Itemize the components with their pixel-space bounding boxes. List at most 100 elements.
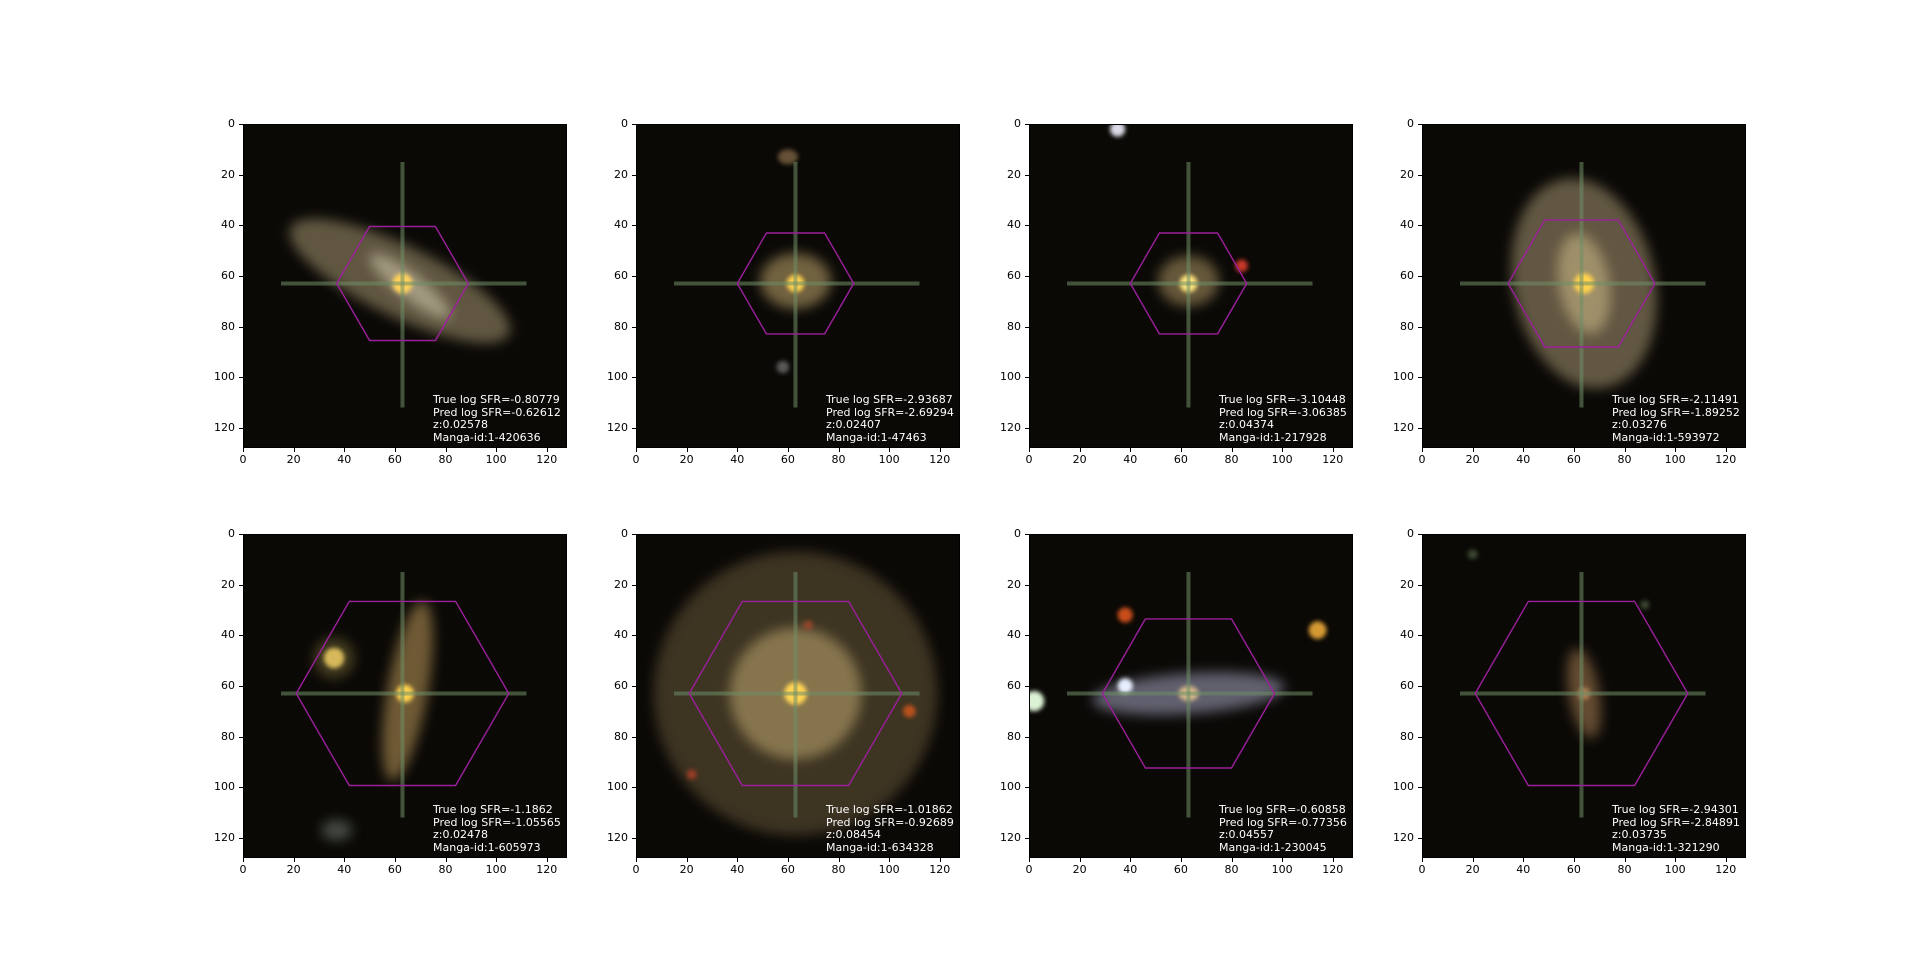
y-tick-label: 0 — [211, 117, 235, 130]
y-tick-label: 20 — [604, 168, 628, 181]
x-tick-label: 60 — [380, 453, 410, 466]
x-tick-label: 100 — [481, 863, 511, 876]
x-tick-label: 0 — [621, 863, 651, 876]
y-tick-label: 80 — [604, 320, 628, 333]
y-tick-label: 120 — [1390, 831, 1414, 844]
source-blob — [322, 820, 352, 840]
y-tick-mark — [632, 787, 636, 788]
y-tick-mark — [239, 377, 243, 378]
y-tick-mark — [632, 838, 636, 839]
y-tick-mark — [239, 276, 243, 277]
x-tick-label: 60 — [1166, 863, 1196, 876]
manga-id-label: Manga-id:1-217928 — [1219, 432, 1347, 445]
y-tick-mark — [632, 534, 636, 535]
source-blob — [903, 705, 916, 718]
y-tick-mark — [632, 327, 636, 328]
x-tick-mark — [496, 858, 497, 862]
y-tick-label: 60 — [997, 679, 1021, 692]
source-blob — [687, 769, 697, 779]
y-tick-mark — [1025, 686, 1029, 687]
y-tick-mark — [632, 585, 636, 586]
y-tick-label: 60 — [1390, 679, 1414, 692]
y-tick-mark — [1025, 635, 1029, 636]
x-tick-mark — [889, 858, 890, 862]
y-tick-label: 100 — [997, 780, 1021, 793]
x-tick-label: 0 — [228, 453, 258, 466]
x-tick-label: 40 — [1508, 453, 1538, 466]
source-blob — [804, 621, 813, 630]
redshift-label: z:0.02478 — [433, 829, 561, 842]
y-tick-mark — [1025, 585, 1029, 586]
y-tick-label: 20 — [1390, 578, 1414, 591]
x-tick-label: 20 — [279, 863, 309, 876]
x-tick-label: 60 — [1166, 453, 1196, 466]
y-tick-mark — [1418, 428, 1422, 429]
true-sfr-label: True log SFR=-1.1862 — [433, 804, 561, 817]
x-tick-mark — [1574, 448, 1575, 452]
y-tick-mark — [1418, 737, 1422, 738]
x-tick-label: 120 — [1318, 863, 1348, 876]
y-tick-mark — [1418, 838, 1422, 839]
x-tick-mark — [940, 858, 941, 862]
x-tick-label: 80 — [1610, 863, 1640, 876]
manga-id-label: Manga-id:1-634328 — [826, 842, 954, 855]
x-tick-mark — [788, 448, 789, 452]
galaxy-panel: True log SFR=-1.01862 Pred log SFR=-0.926… — [636, 534, 960, 858]
y-tick-mark — [239, 787, 243, 788]
x-tick-mark — [1523, 858, 1524, 862]
y-tick-label: 20 — [997, 578, 1021, 591]
y-tick-label: 40 — [604, 628, 628, 641]
x-tick-mark — [1232, 858, 1233, 862]
x-tick-mark — [496, 448, 497, 452]
y-tick-mark — [1025, 428, 1029, 429]
y-tick-label: 120 — [211, 831, 235, 844]
x-tick-label: 40 — [329, 453, 359, 466]
y-tick-mark — [1418, 585, 1422, 586]
y-tick-label: 120 — [604, 831, 628, 844]
galaxy-panel: True log SFR=-2.94301 Pred log SFR=-2.848… — [1422, 534, 1746, 858]
x-tick-mark — [889, 448, 890, 452]
x-tick-mark — [1181, 858, 1182, 862]
x-tick-label: 100 — [1267, 453, 1297, 466]
x-tick-label: 0 — [1014, 863, 1044, 876]
y-tick-label: 100 — [604, 370, 628, 383]
y-tick-mark — [632, 686, 636, 687]
true-sfr-label: True log SFR=-1.01862 — [826, 804, 954, 817]
x-tick-label: 120 — [1318, 453, 1348, 466]
x-tick-mark — [1333, 448, 1334, 452]
redshift-label: z:0.08454 — [826, 829, 954, 842]
y-tick-mark — [1025, 377, 1029, 378]
y-tick-label: 100 — [604, 780, 628, 793]
panel-annotation: True log SFR=-0.60858 Pred log SFR=-0.773… — [1219, 804, 1347, 854]
y-tick-mark — [239, 428, 243, 429]
x-tick-mark — [1080, 448, 1081, 452]
x-tick-mark — [1232, 448, 1233, 452]
x-tick-mark — [1333, 858, 1334, 862]
y-tick-mark — [1418, 787, 1422, 788]
y-tick-mark — [632, 635, 636, 636]
x-tick-label: 80 — [824, 453, 854, 466]
y-tick-label: 60 — [211, 269, 235, 282]
y-tick-mark — [1025, 838, 1029, 839]
x-tick-label: 20 — [1458, 453, 1488, 466]
y-tick-label: 80 — [211, 320, 235, 333]
y-tick-label: 80 — [1390, 320, 1414, 333]
y-tick-mark — [1418, 124, 1422, 125]
source-blob — [1640, 600, 1649, 609]
x-tick-mark — [1029, 858, 1030, 862]
x-tick-mark — [1473, 448, 1474, 452]
y-tick-label: 20 — [211, 168, 235, 181]
y-tick-mark — [239, 838, 243, 839]
x-tick-label: 120 — [1711, 863, 1741, 876]
y-tick-label: 60 — [604, 679, 628, 692]
x-tick-mark — [446, 448, 447, 452]
y-tick-label: 0 — [1390, 117, 1414, 130]
y-tick-mark — [239, 175, 243, 176]
y-tick-label: 20 — [604, 578, 628, 591]
redshift-label: z:0.04374 — [1219, 419, 1347, 432]
x-tick-mark — [243, 448, 244, 452]
x-tick-mark — [395, 448, 396, 452]
y-tick-mark — [1418, 534, 1422, 535]
x-tick-label: 80 — [431, 863, 461, 876]
x-tick-label: 100 — [481, 453, 511, 466]
